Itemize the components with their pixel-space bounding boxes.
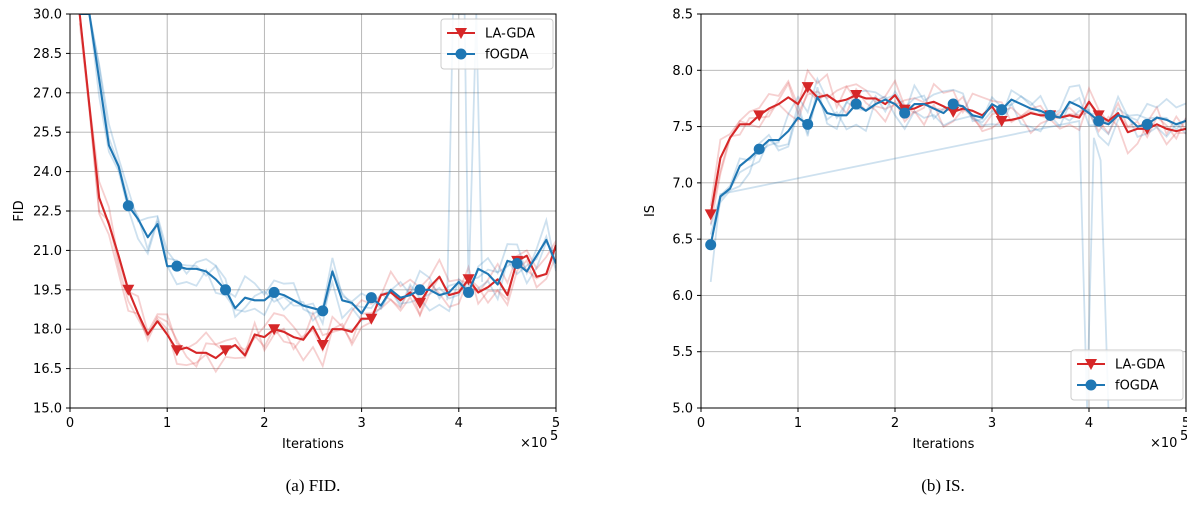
data-point-fogda	[899, 107, 911, 119]
x-tick-label: 1	[794, 416, 802, 431]
x-tick-label: 2	[891, 416, 899, 431]
data-point-la-gda	[462, 274, 475, 286]
is-panel: 0 1 2 3 4 5 5.0 5.5 6.0 6.5 7.0 7.5 8.0 8.5 Iterations…	[643, 8, 1187, 496]
x-tick-label: 4	[1085, 416, 1093, 431]
data-point-fogda	[850, 98, 862, 110]
fid-panel: 0 1 2 3 4 5 15.0 16.5 18.0 19.5 21.0 22.5 24.0 25.5 27…	[12, 8, 560, 496]
run-line-fogda	[79, 14, 556, 327]
data-point-fogda	[268, 286, 280, 298]
y-tick-label: 24.0	[33, 165, 62, 180]
data-point-la-gda	[413, 297, 426, 309]
x-tick-label: 0	[697, 416, 705, 431]
x-multiplier: ×10	[520, 436, 547, 451]
x-tick-label: 3	[357, 416, 365, 431]
y-tick-label: 22.5	[33, 205, 62, 220]
data-point-fogda	[220, 284, 232, 296]
x-tick-label: 4	[455, 416, 463, 431]
data-point-fogda	[1141, 118, 1153, 130]
run-line-fogda	[709, 86, 1186, 235]
legend-marker-la-gda	[455, 28, 467, 39]
data-point-la-gda	[170, 345, 183, 357]
figure-caption: (b) IS.	[921, 476, 964, 495]
data-point-fogda	[1093, 115, 1105, 127]
figure-caption: (a) FID.	[286, 476, 341, 495]
legend: LA-GDA fOGDA	[440, 18, 554, 70]
y-tick-label: 5.5	[672, 345, 693, 360]
data-point-la-gda	[704, 209, 717, 221]
x-tick-label: 5	[552, 416, 560, 431]
data-point-fogda	[414, 284, 426, 296]
y-tick-label: 30.0	[33, 8, 62, 23]
y-axis-label: FID	[12, 200, 27, 221]
data-point-fogda	[1044, 109, 1056, 121]
legend-marker-la-gda	[1085, 359, 1097, 370]
x-tick-label: 0	[66, 416, 74, 431]
data-point-fogda	[996, 104, 1008, 116]
y-tick-label: 18.0	[33, 323, 62, 338]
run-line-fogda	[709, 92, 1186, 244]
legend-marker-fogda	[1085, 379, 1097, 391]
x-multiplier-exponent: 5	[550, 429, 558, 444]
y-tick-label: 19.5	[33, 283, 62, 298]
y-tick-label: 7.5	[672, 120, 693, 135]
data-point-la-gda	[801, 82, 814, 94]
x-tick-label: 2	[260, 416, 268, 431]
x-tick-label: 5	[1182, 416, 1187, 431]
legend-box	[440, 18, 554, 70]
data-point-fogda	[463, 286, 475, 298]
y-tick-label: 25.5	[33, 126, 62, 141]
y-tick-label: 7.0	[672, 176, 693, 191]
legend-label: fOGDA	[1115, 379, 1159, 394]
data-point-fogda	[365, 292, 377, 304]
data-point-la-gda	[995, 115, 1008, 127]
data-point-la-gda	[947, 106, 960, 118]
x-multiplier-exponent: 5	[1180, 429, 1187, 444]
y-tick-label: 8.5	[672, 8, 693, 23]
x-tick-label: 3	[988, 416, 996, 431]
axes-frame	[700, 13, 1187, 409]
legend-label: LA-GDA	[485, 27, 535, 42]
data-point-fogda	[171, 260, 183, 272]
x-axis-label: Iterations	[282, 437, 344, 452]
y-tick-label: 21.0	[33, 244, 62, 259]
legend-marker-fogda	[455, 48, 467, 60]
series-line-fogda	[709, 96, 1186, 246]
run-line-la-gda	[78, 23, 556, 374]
data-point-fogda	[122, 200, 134, 212]
legend-label: LA-GDA	[1115, 358, 1165, 373]
y-axis-label: IS	[643, 205, 658, 217]
x-axis-label: Iterations	[913, 437, 975, 452]
data-point-fogda	[705, 239, 717, 251]
legend-label: fOGDA	[485, 48, 529, 63]
data-point-fogda	[317, 305, 329, 317]
y-tick-label: 8.0	[672, 64, 693, 79]
data-point-la-gda	[219, 345, 232, 357]
run-line-fogda	[709, 76, 1186, 226]
legend: LA-GDA fOGDA	[1070, 349, 1184, 401]
y-tick-label: 16.5	[33, 362, 62, 377]
data-point-la-gda	[365, 313, 378, 325]
y-tick-label: 28.5	[33, 47, 62, 62]
run-spike	[709, 119, 1110, 408]
data-point-la-gda	[316, 339, 329, 351]
y-tick-label: 6.0	[672, 289, 693, 304]
data-point-fogda	[947, 98, 959, 110]
data-point-la-gda	[753, 110, 766, 122]
plot-area	[78, 14, 556, 374]
x-tick-label: 1	[163, 416, 171, 431]
data-point-fogda	[802, 118, 814, 130]
y-tick-label: 6.5	[672, 233, 693, 248]
y-tick-label: 5.0	[672, 402, 693, 417]
data-point-fogda	[511, 258, 523, 270]
data-point-la-gda	[268, 324, 281, 336]
x-multiplier: ×10	[1150, 436, 1177, 451]
y-tick-label: 27.0	[33, 86, 62, 101]
legend-box	[1070, 349, 1184, 401]
data-point-la-gda	[850, 90, 863, 102]
data-point-fogda	[753, 143, 765, 155]
data-point-la-gda	[122, 284, 135, 296]
series-line-la-gda	[78, 14, 556, 360]
y-tick-label: 15.0	[33, 402, 62, 417]
